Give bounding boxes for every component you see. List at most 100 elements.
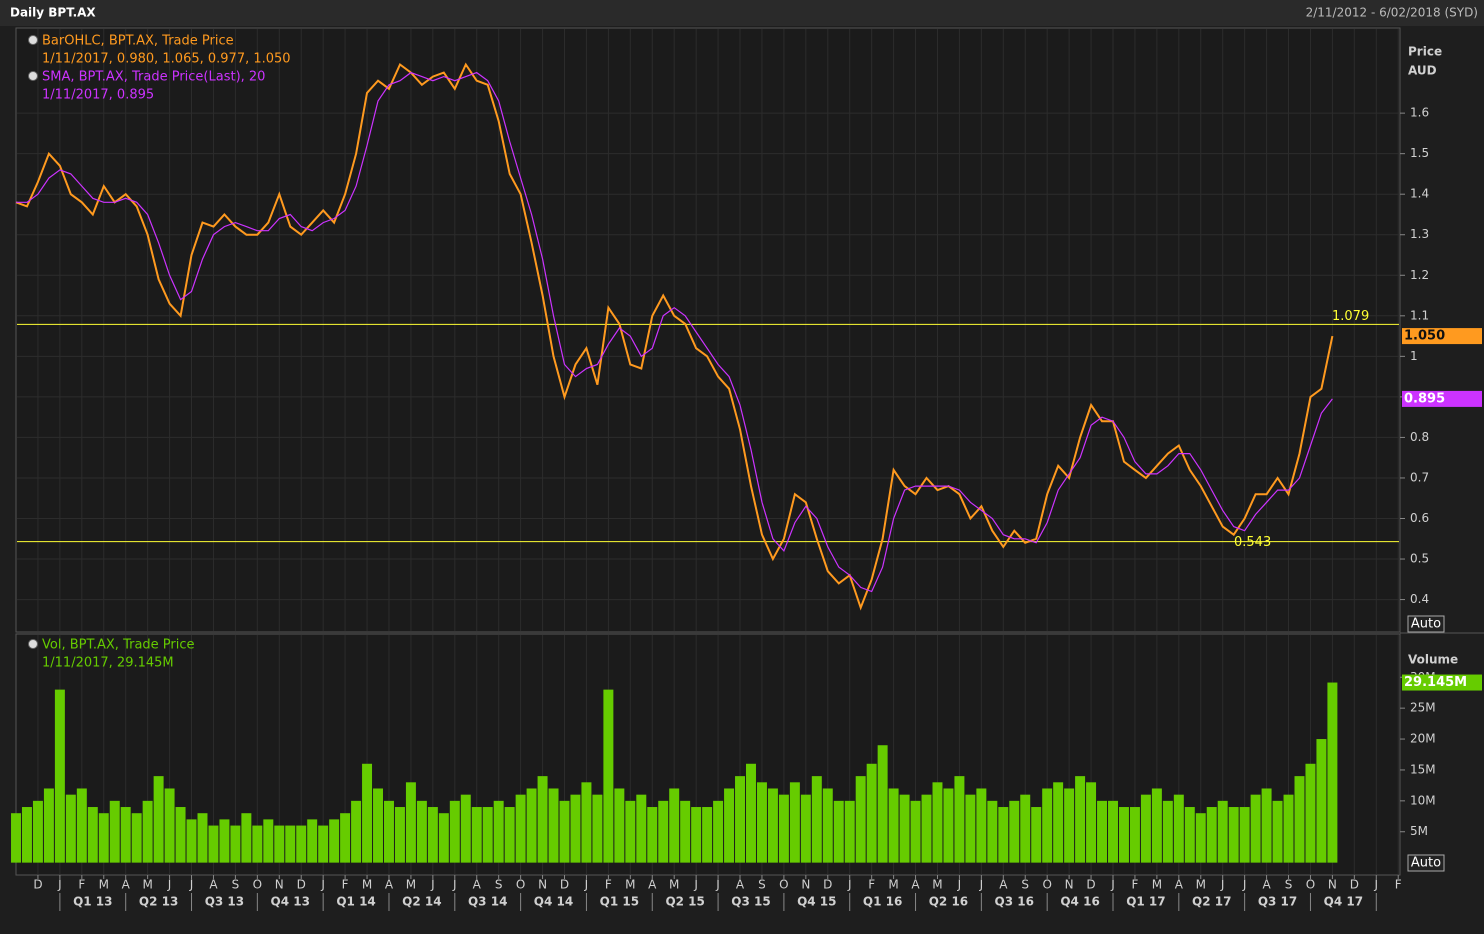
x-tick-label: D [560,878,569,892]
volume-bar [362,763,373,863]
x-tick-label: M [625,878,635,892]
volume-bar [32,800,43,863]
volume-bar [340,813,351,863]
quarter-label: Q3 14 [468,895,507,909]
volume-bar [888,788,899,863]
x-tick-label: M [99,878,109,892]
volume-bar [603,689,614,863]
volume-bar [76,788,87,863]
volume-bar [1009,800,1020,863]
volume-bar [21,807,32,863]
volume-bar [537,776,548,863]
quarter-label: Q1 14 [336,895,375,909]
volume-bar [164,788,175,863]
y-tick-label: 1.2 [1410,268,1429,282]
volume-bar [307,819,318,863]
quarter-label: Q2 15 [665,895,704,909]
volume-bar [186,819,197,863]
volume-bar [1272,800,1283,863]
volume-bar [1042,788,1053,863]
legend-icon [28,639,38,649]
x-tick-label: F [605,878,612,892]
last-value-label: 1.050 [1404,329,1445,344]
volume-bar [515,794,526,863]
volume-bar [1316,739,1327,863]
volume-bar [581,782,592,863]
legend-name: SMA, BPT.AX, Trade Price(Last), 20 [42,70,265,85]
quarter-label: Q3 13 [205,895,244,909]
volume-bar [680,800,691,863]
quarter-label: Q3 17 [1258,895,1297,909]
volume-bar [735,776,746,863]
x-tick-label: J [1110,878,1115,892]
x-tick-label: M [1152,878,1162,892]
x-tick-label: A [473,878,482,892]
y-tick-label: 0.6 [1410,511,1429,525]
volume-bar [427,807,438,863]
volume-bar [932,782,943,863]
auto-label: Auto [1411,617,1441,632]
y-tick-label: 0.8 [1410,430,1429,444]
quarter-label: Q1 15 [600,895,639,909]
volume-bar [1250,794,1261,863]
x-tick-label: F [868,878,875,892]
x-tick-label: D [297,878,306,892]
x-tick-label: M [888,878,898,892]
x-tick-label: O [516,878,525,892]
x-tick-label: S [1021,878,1029,892]
last-value-label: 0.895 [1404,391,1445,406]
volume-bar [504,807,515,863]
volume-bar [800,794,811,863]
x-tick-label: N [275,878,284,892]
x-tick-label: M [142,878,152,892]
x-tick-label: D [1350,878,1359,892]
volume-bar [109,800,120,863]
legend-icon [28,71,38,81]
volume-bar [746,763,756,863]
x-tick-label: A [122,878,131,892]
volume-bar [1086,782,1097,863]
volume-bar [11,813,21,863]
x-tick-label: J [430,878,435,892]
volume-bar [383,800,394,863]
volume-bar [789,782,800,863]
x-tick-label: A [209,878,218,892]
x-tick-label: M [362,878,372,892]
legend-name: Vol, BPT.AX, Trade Price [42,638,195,653]
volume-bar [658,800,669,863]
volume-bar [1097,800,1108,863]
volume-bar [965,794,976,863]
volume-bar [1195,813,1206,863]
last-value-box [1402,328,1482,345]
volume-bar [756,782,767,863]
volume-bar [1173,794,1184,863]
x-tick-label: A [999,878,1008,892]
quarter-label: Q2 14 [402,895,441,909]
volume-bar [636,794,647,863]
legend-detail: 1/11/2017, 29.145M [42,656,174,671]
date-range: 2/11/2012 - 6/02/2018 (SYD) [1306,6,1478,20]
volume-bar [252,825,263,863]
y-tick-label: 0.4 [1410,592,1429,606]
x-tick-label: J [452,878,457,892]
x-tick-label: J [693,878,698,892]
volume-bar [1151,788,1162,863]
x-tick-label: M [932,878,942,892]
volume-bar [493,800,504,863]
y-tick-label: 25M [1410,701,1436,715]
volume-bar [1294,776,1305,863]
x-tick-label: A [1175,878,1184,892]
auto-button [1407,854,1445,872]
x-tick-label: D [823,878,832,892]
volume-bar [373,788,383,863]
x-tick-label: M [406,878,416,892]
y-tick-label: 5M [1410,824,1428,838]
y-tick-label: 1.1 [1410,308,1429,322]
x-tick-label: J [957,878,962,892]
x-tick-label: J [584,878,589,892]
quarter-label: Q1 17 [1126,895,1165,909]
volume-bar [263,819,274,863]
price-line [16,71,1333,593]
